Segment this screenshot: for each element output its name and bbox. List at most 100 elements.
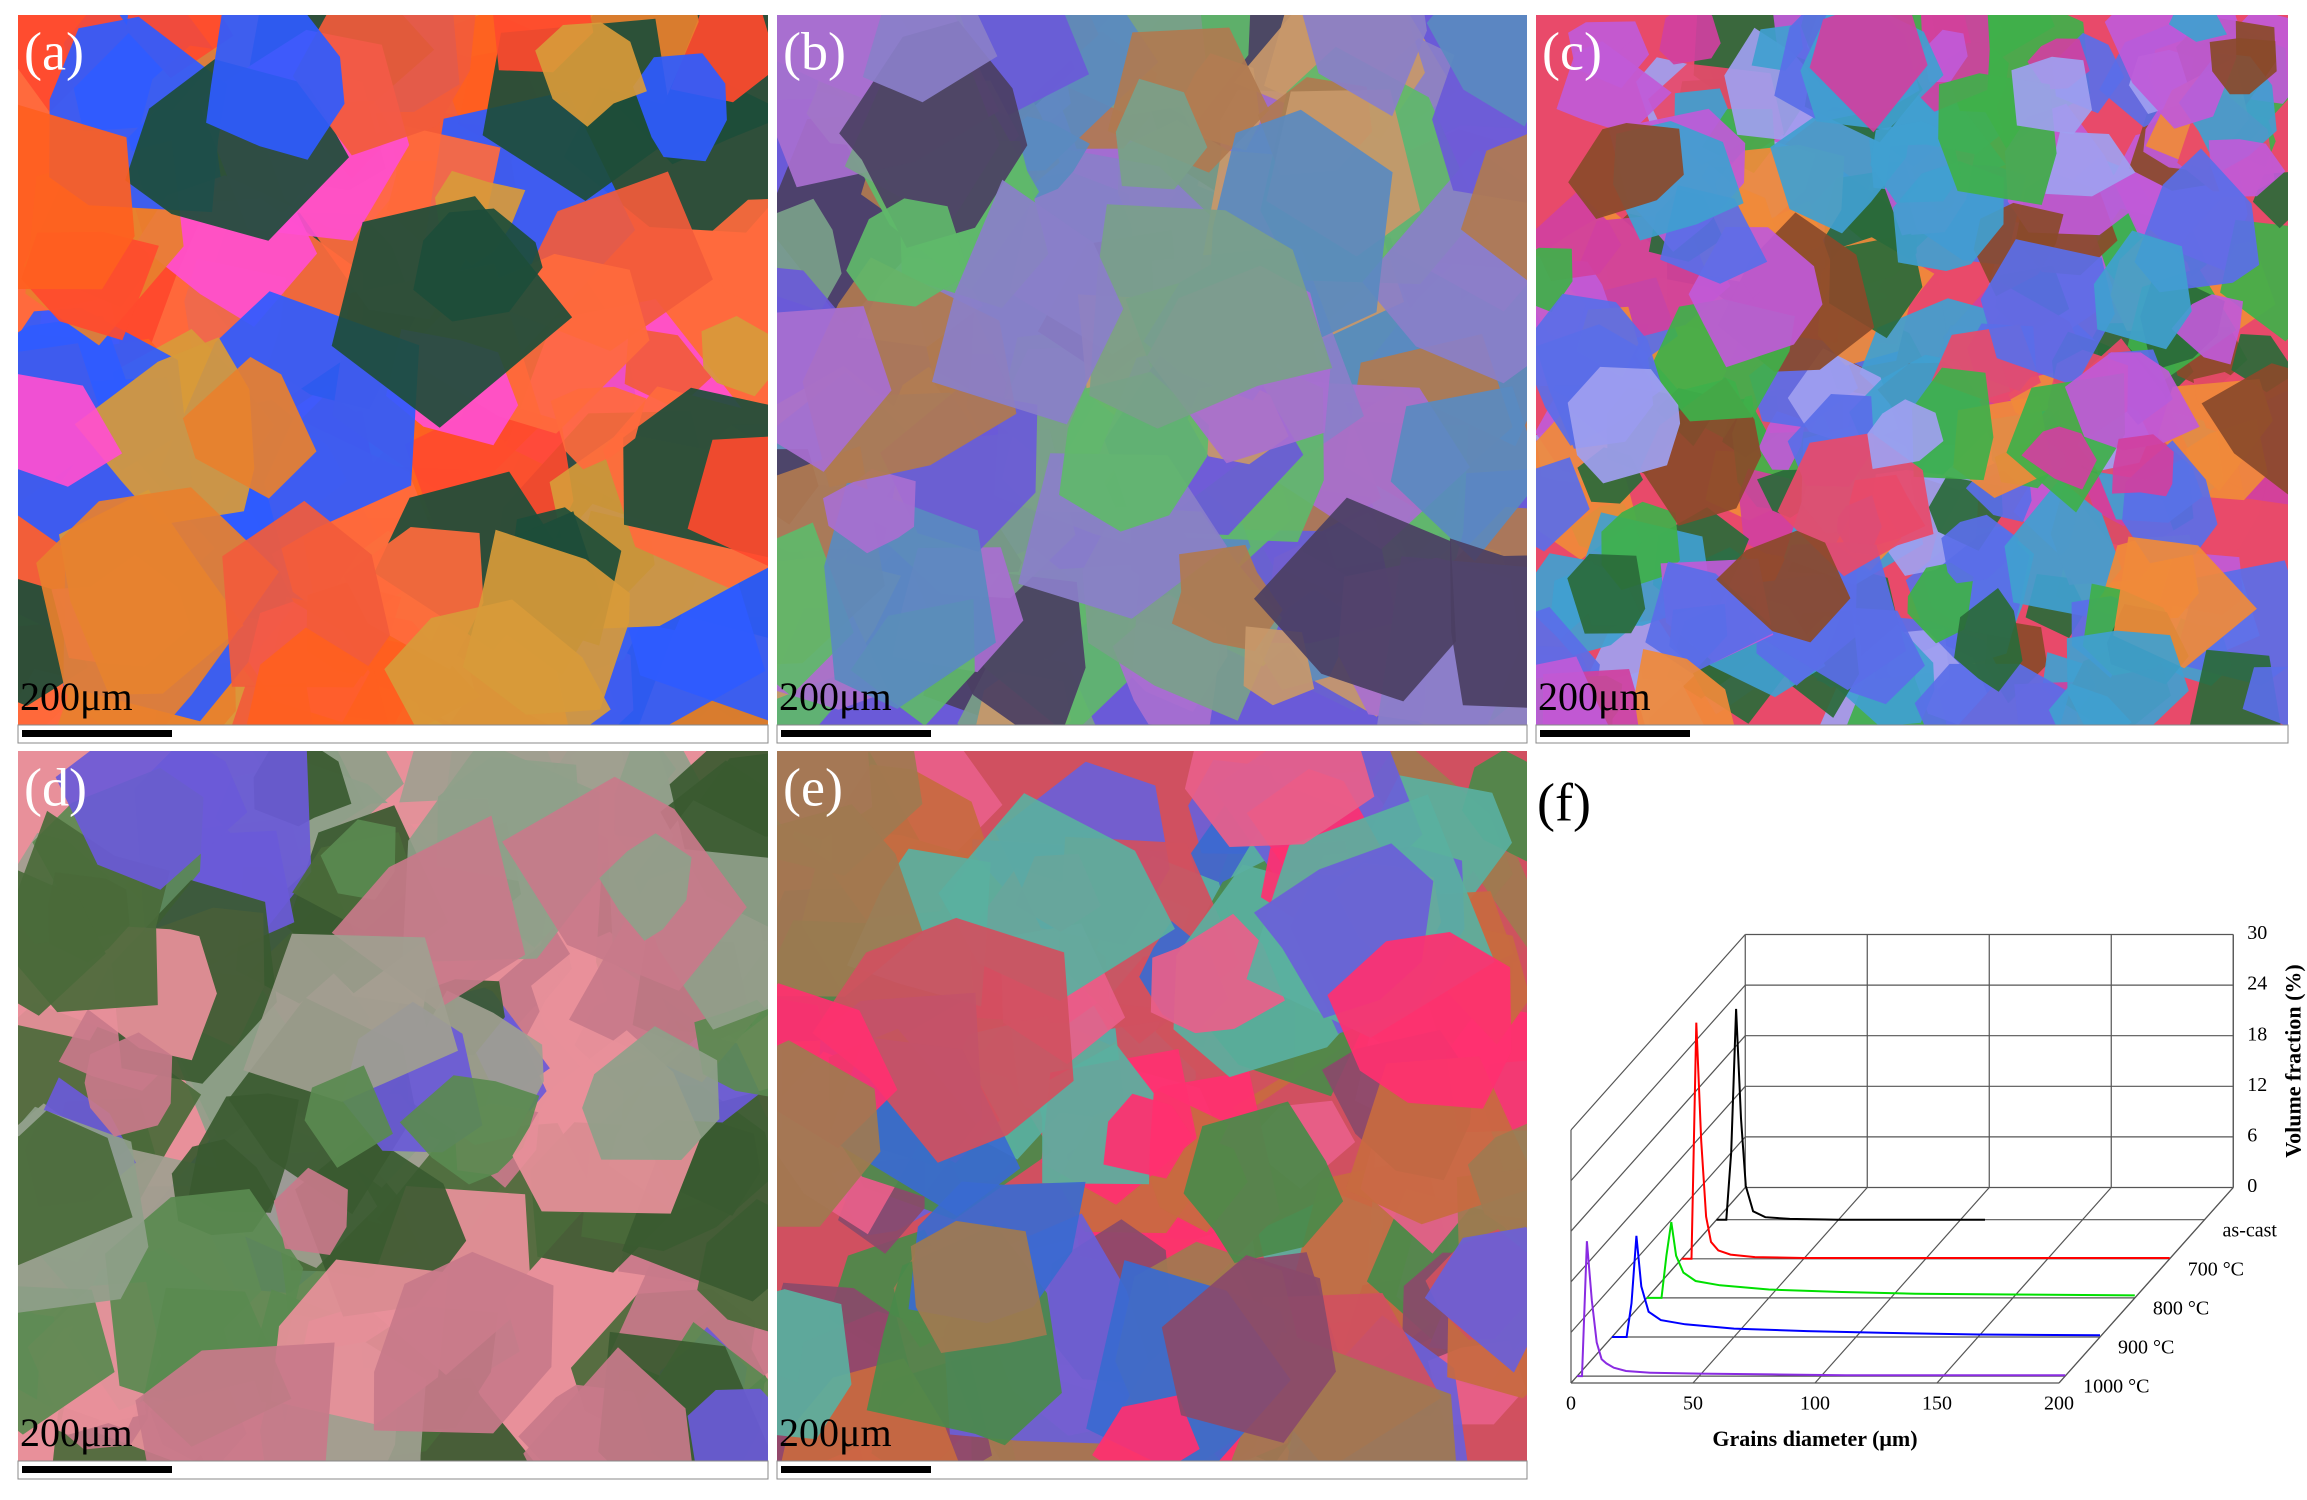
grain [2066, 630, 2189, 725]
scale-bar-line [22, 730, 172, 737]
grain [777, 306, 892, 472]
grain [1980, 239, 2115, 386]
x-tick-label: 50 [1683, 1393, 1703, 1415]
ebsd-map [777, 751, 1527, 1461]
grain [243, 933, 458, 1102]
grain [399, 1075, 540, 1185]
grain [1716, 530, 1851, 643]
grain [812, 917, 1074, 1163]
grain [1183, 1101, 1344, 1263]
info-strip [776, 1460, 1528, 1480]
panel-label: (c) [1542, 21, 1602, 81]
grain [669, 751, 768, 858]
grain [1567, 553, 1646, 634]
grain [687, 436, 768, 566]
grain [1467, 1123, 1527, 1237]
grain [182, 356, 317, 499]
x-tick-label: 0 [1566, 1393, 1576, 1415]
grain [2201, 363, 2288, 495]
grain [1568, 21, 1650, 89]
grain [1634, 649, 1735, 725]
scale-bar-line [781, 730, 931, 737]
grid-line [1570, 934, 1746, 1131]
grain [304, 1065, 393, 1168]
scale-bar-text: 200μm [1538, 674, 1651, 719]
grain [1092, 1395, 1200, 1461]
grain [1941, 514, 2019, 584]
grain [1460, 134, 1527, 281]
grain [1536, 247, 1573, 313]
grain [2242, 666, 2288, 725]
grain [1954, 588, 2023, 692]
grain [246, 627, 389, 725]
grain [1567, 366, 1681, 484]
series-line [1577, 1241, 2066, 1378]
grain [273, 1167, 348, 1255]
grain [135, 1342, 335, 1461]
grain [2093, 230, 2192, 350]
y-tick-label: 12 [2247, 1074, 2267, 1096]
grain [846, 198, 970, 307]
grain [1103, 1093, 1192, 1179]
grain [2011, 56, 2092, 135]
panel-label: (b) [783, 21, 846, 81]
ebsd-map [18, 15, 768, 725]
grain [2209, 38, 2277, 95]
series-line [1681, 1022, 2170, 1260]
ebsd-map [18, 751, 768, 1461]
grain [535, 22, 647, 127]
x-axis-title: Grains diameter (μm) [1712, 1426, 1917, 1451]
grain [1449, 538, 1527, 708]
grid-line [1570, 1035, 1746, 1232]
series-label: as-cast [2223, 1219, 2278, 1241]
scale-bar-line [781, 1466, 931, 1473]
grain [2104, 15, 2237, 129]
scale-bar-text: 200μm [20, 674, 133, 719]
scale-bar-text: 200μm [779, 1410, 892, 1455]
grain [932, 179, 1124, 425]
info-strip [17, 1460, 769, 1480]
grain [1536, 656, 1609, 725]
series-label: 1000 °C [2083, 1376, 2149, 1398]
grain [84, 1032, 173, 1137]
panel-label: (e) [783, 757, 843, 817]
grain [36, 487, 279, 725]
grain [1914, 663, 2070, 725]
y-axis-title: Volume fraction (%) [2280, 964, 2305, 1158]
grain [862, 15, 998, 103]
y-tick-label: 30 [2247, 922, 2267, 944]
grain [1161, 1255, 1336, 1443]
scale-bar-line [22, 1466, 172, 1473]
grain [1302, 15, 1427, 117]
grain [2064, 352, 2200, 451]
grid-line [1570, 1085, 1746, 1283]
grain [373, 1251, 554, 1434]
grain [523, 1347, 692, 1461]
grain [777, 1040, 881, 1227]
series-label: 700 °C [2188, 1258, 2244, 1280]
grain [413, 208, 543, 322]
grain [1568, 123, 1684, 219]
grain [1536, 457, 1590, 552]
info-strip [17, 724, 769, 744]
grain [633, 53, 727, 162]
grain [206, 15, 345, 160]
grain [599, 833, 692, 941]
grain [1089, 204, 1333, 429]
grid-line [1570, 1136, 1746, 1333]
grain [222, 500, 390, 688]
series-line [1716, 1008, 1985, 1221]
grain [55, 751, 248, 890]
grain [582, 1026, 720, 1160]
x-tick-label: 200 [2044, 1393, 2074, 1415]
grain [622, 1088, 768, 1302]
grain [18, 374, 123, 487]
grain [777, 1289, 852, 1440]
grain [823, 469, 916, 554]
grain [2004, 479, 2122, 617]
grain [1150, 913, 1285, 1034]
scale-bar-text: 200μm [779, 674, 892, 719]
grain [1184, 751, 1375, 847]
